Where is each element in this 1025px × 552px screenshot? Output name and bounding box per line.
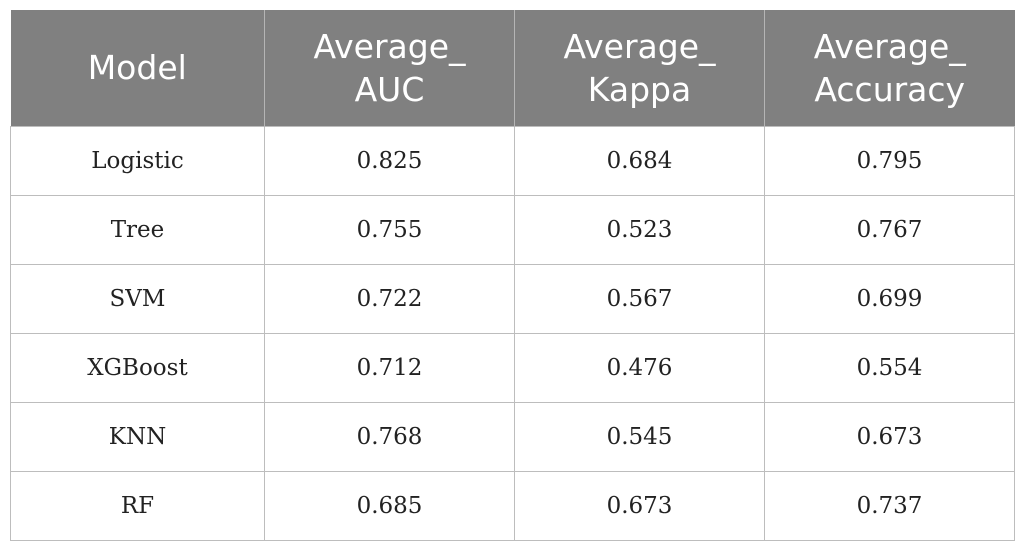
cell-kappa: 0.673	[514, 470, 765, 541]
header-average-accuracy-line1: Average_	[813, 26, 966, 66]
cell-accuracy: 0.737	[764, 470, 1015, 541]
cell-accuracy: 0.767	[764, 194, 1015, 265]
table-row-svm: SVM 0.722 0.567 0.699	[10, 263, 1015, 334]
table-row-logistic: Logistic 0.825 0.684 0.795	[10, 125, 1015, 196]
cell-accuracy: 0.554	[764, 332, 1015, 403]
cell-kappa: 0.684	[514, 125, 765, 196]
cell-kappa: 0.567	[514, 263, 765, 334]
header-average-auc-line2: AUC	[354, 69, 425, 109]
cell-accuracy: 0.795	[764, 125, 1015, 196]
header-row: Model Average_ AUC Average_ Kappa Averag…	[10, 10, 1015, 126]
cell-kappa: 0.523	[514, 194, 765, 265]
cell-kappa: 0.476	[514, 332, 765, 403]
cell-kappa: 0.545	[514, 401, 765, 472]
cell-accuracy: 0.673	[764, 401, 1015, 472]
header-average-accuracy-line2: Accuracy	[814, 69, 966, 109]
header-average-accuracy: Average_ Accuracy	[764, 10, 1015, 126]
cell-auc: 0.768	[264, 401, 515, 472]
cell-auc: 0.712	[264, 332, 515, 403]
table-header: Model Average_ AUC Average_ Kappa Averag…	[10, 10, 1015, 126]
header-average-auc-line1: Average_	[313, 26, 466, 66]
header-average-kappa: Average_ Kappa	[514, 10, 765, 126]
cell-auc: 0.722	[264, 263, 515, 334]
cell-auc: 0.685	[264, 470, 515, 541]
cell-model: Tree	[10, 194, 265, 265]
header-model-label: Model	[87, 48, 187, 88]
cell-model: RF	[10, 470, 265, 541]
header-average-kappa-line1: Average_	[563, 26, 716, 66]
cell-accuracy: 0.699	[764, 263, 1015, 334]
cell-model: Logistic	[10, 125, 265, 196]
table-row-xgboost: XGBoost 0.712 0.476 0.554	[10, 332, 1015, 403]
results-table-container: Model Average_ AUC Average_ Kappa Averag…	[10, 10, 1015, 541]
cell-auc: 0.825	[264, 125, 515, 196]
table-row-rf: RF 0.685 0.673 0.737	[10, 470, 1015, 541]
cell-model: SVM	[10, 263, 265, 334]
header-average-kappa-line2: Kappa	[587, 69, 692, 109]
header-model: Model	[10, 10, 265, 126]
cell-model: XGBoost	[10, 332, 265, 403]
table-body: Logistic 0.825 0.684 0.795 Tree 0.755 0.…	[10, 125, 1015, 541]
model-metrics-table: Model Average_ AUC Average_ Kappa Averag…	[10, 10, 1015, 541]
cell-model: KNN	[10, 401, 265, 472]
table-row-knn: KNN 0.768 0.545 0.673	[10, 401, 1015, 472]
cell-auc: 0.755	[264, 194, 515, 265]
table-row-tree: Tree 0.755 0.523 0.767	[10, 194, 1015, 265]
header-average-auc: Average_ AUC	[264, 10, 515, 126]
